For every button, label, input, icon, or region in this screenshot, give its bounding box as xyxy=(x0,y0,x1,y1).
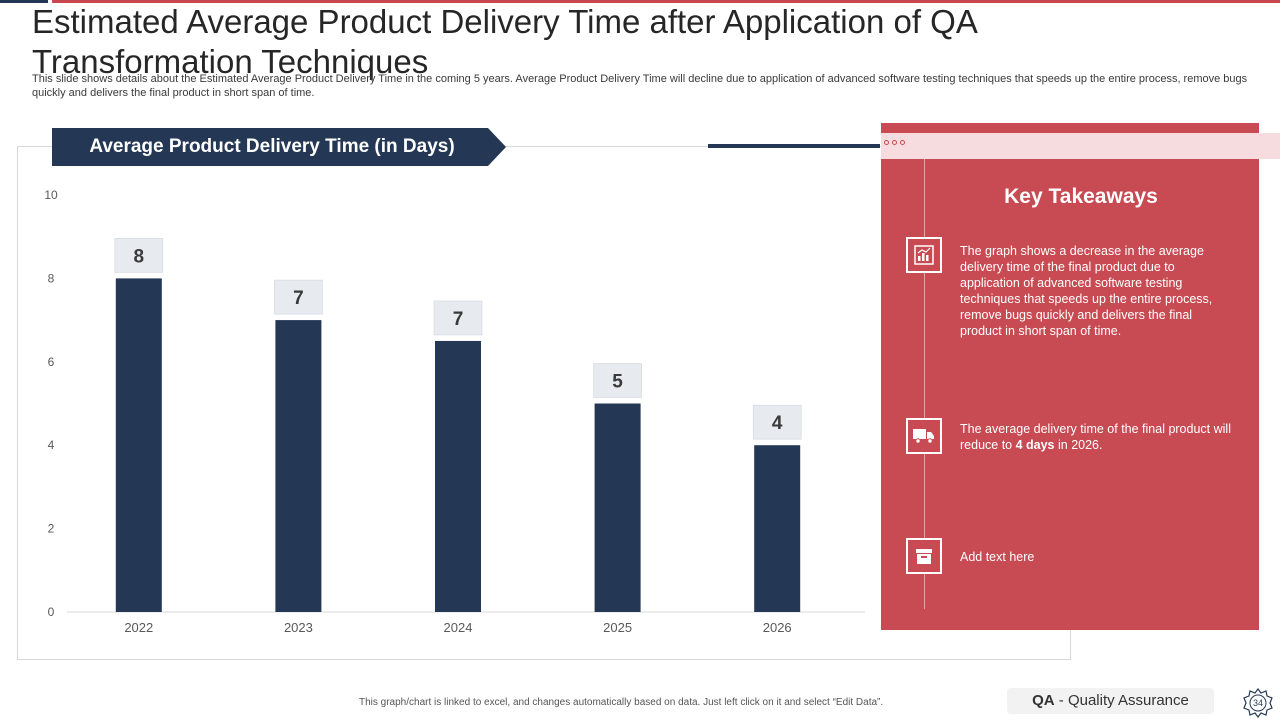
chart-title: Average Product Delivery Time (in Days) xyxy=(89,136,455,157)
data-label-box xyxy=(752,404,802,440)
bar-2022 xyxy=(115,278,162,612)
footer-note: This graph/chart is linked to excel, and… xyxy=(359,697,884,708)
takeaway-text-2: The average delivery time of the final p… xyxy=(960,422,1231,452)
data-label: 7 xyxy=(453,309,464,330)
data-label-box xyxy=(433,300,483,336)
page-number-badge: 34 xyxy=(1243,688,1273,718)
bar-chart[interactable]: 0 2 4 6 8 10 8 2022 7 2023 7 2024 5 2025 4 2026 xyxy=(0,0,880,660)
top-accent-navy xyxy=(0,0,48,3)
data-label: 4 xyxy=(772,413,783,434)
bar-2024 xyxy=(435,340,481,612)
data-label-box xyxy=(274,279,323,315)
archive-box-icon xyxy=(906,538,942,574)
x-tick-label: 2026 xyxy=(763,620,792,635)
x-tick-label: 2024 xyxy=(444,620,473,635)
y-tick-label: 2 xyxy=(48,522,55,536)
bar-2023 xyxy=(275,320,322,612)
x-tick-label: 2023 xyxy=(284,620,313,635)
takeaways-title: Key Takeaways xyxy=(1004,185,1158,208)
divider-line xyxy=(708,144,880,148)
takeaways-timeline xyxy=(924,159,925,609)
chart-title-banner: Average Product Delivery Time (in Days) xyxy=(52,128,506,166)
panel-dots xyxy=(884,140,905,145)
y-tick-label: 0 xyxy=(48,605,55,619)
y-tick-label: 6 xyxy=(48,355,55,369)
data-label: 8 xyxy=(134,246,145,267)
bar-2026 xyxy=(754,445,801,612)
y-tick-label: 4 xyxy=(48,438,55,452)
takeaway-text-3: Add text here xyxy=(960,550,1035,564)
top-accent-red xyxy=(52,0,1280,3)
bar-chart-icon xyxy=(906,237,942,273)
gear-icon xyxy=(1243,688,1273,718)
data-label: 5 xyxy=(612,372,623,393)
page-subtitle: This slide shows details about the Estim… xyxy=(32,73,1248,99)
bar-2025 xyxy=(594,403,641,612)
x-tick-label: 2022 xyxy=(124,620,153,635)
data-label-box xyxy=(593,363,642,398)
data-label: 7 xyxy=(293,288,304,309)
y-tick-label: 10 xyxy=(44,188,58,202)
takeaway-text-1: The graph shows a decrease in the averag… xyxy=(960,244,1213,338)
panel-header-strip xyxy=(881,133,1280,159)
qa-badge: QA - Quality Assurance xyxy=(1007,688,1214,714)
page-title: Estimated Average Product Delivery Time … xyxy=(32,3,977,80)
key-takeaways-panel xyxy=(881,123,1259,630)
page-number: 34 xyxy=(1252,698,1263,708)
data-label-box xyxy=(114,238,164,273)
y-tick-label: 8 xyxy=(48,271,55,285)
x-tick-label: 2025 xyxy=(603,620,632,635)
delivery-truck-icon xyxy=(906,418,942,454)
